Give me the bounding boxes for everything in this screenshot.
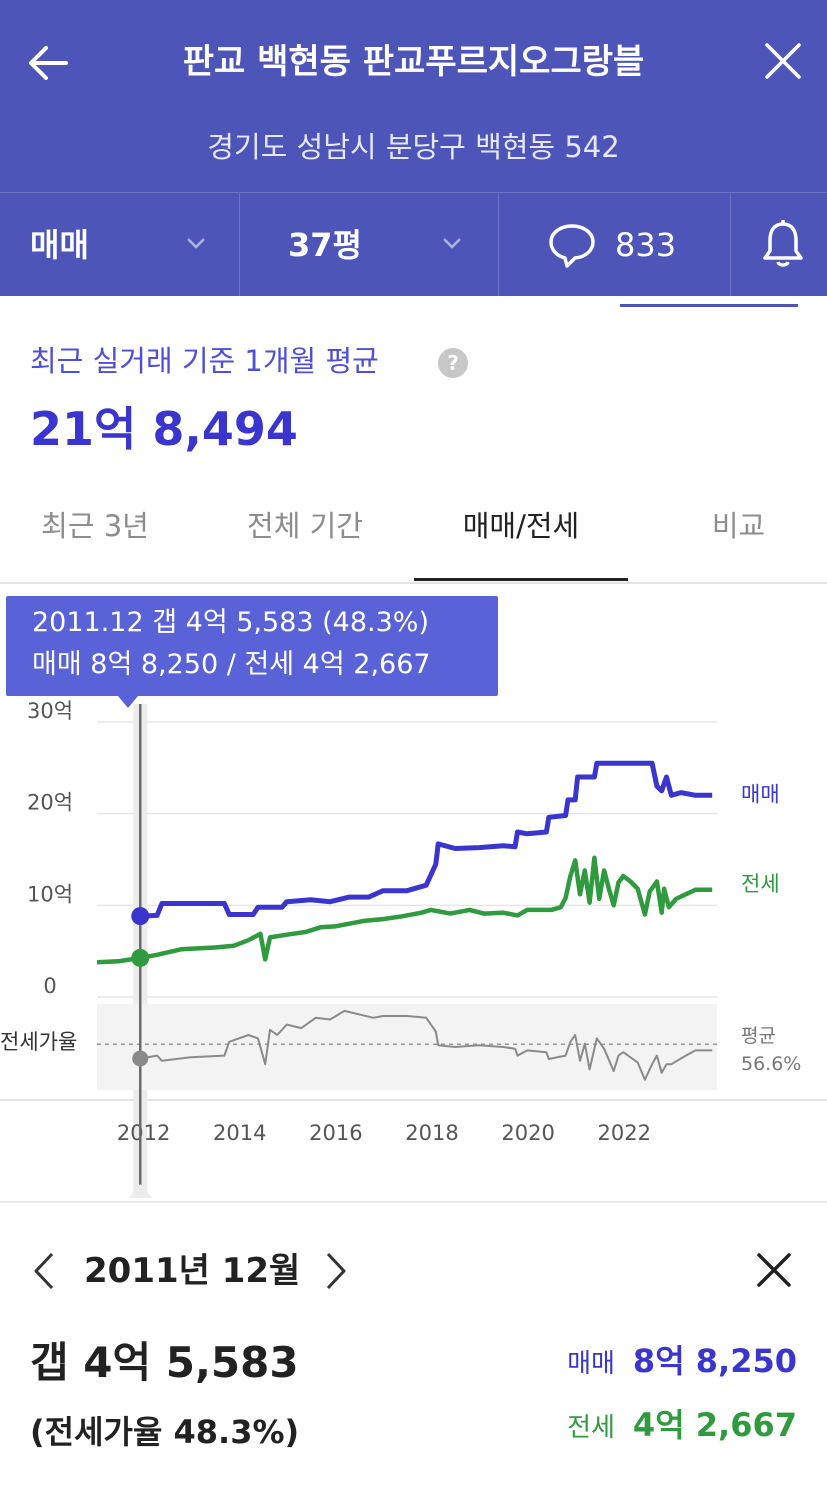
comments-button[interactable]: 833	[499, 193, 731, 297]
period-tabs: 최근 3년 전체 기간 매매/전세 비교	[0, 490, 827, 584]
tooltip-pointer	[118, 696, 138, 708]
chevron-down-icon	[443, 238, 461, 249]
back-arrow-icon[interactable]	[22, 36, 76, 90]
gap-amount: 갭 4억 5,583	[30, 1338, 299, 1387]
help-icon[interactable]: ?	[438, 348, 468, 378]
header: 판교 백현동 판교푸르지오그랑블 경기도 성남시 분당구 백현동 542 매매 …	[0, 0, 827, 297]
alert-button[interactable]	[731, 193, 827, 297]
x-tick-label: 2018	[405, 1121, 458, 1145]
size-select[interactable]: 37평	[240, 193, 499, 297]
chat-bubble-icon	[549, 224, 595, 268]
chevron-down-icon	[187, 238, 205, 249]
x-tick-label: 2012	[117, 1121, 170, 1145]
sale-series-line	[140, 760, 713, 919]
tab-recent-3y[interactable]: 최근 3년	[41, 509, 149, 543]
scroll-indicator	[620, 304, 798, 307]
tooltip-gap: 2011.12 갭 4억 5,583 (48.3%)	[32, 607, 429, 638]
jeonse-series-label: 전세	[741, 872, 780, 896]
sale-series-label: 매매	[741, 782, 780, 806]
y-tick-label: 10억	[27, 882, 73, 906]
deal-type-label: 매매	[30, 226, 89, 264]
ratio-axis-label: 전세가율	[0, 1030, 77, 1054]
tab-sale-jeonse[interactable]: 매매/전세	[414, 490, 628, 581]
sale-value: 8억 8,250	[632, 1342, 797, 1380]
x-tick-label: 2014	[213, 1121, 266, 1145]
jeonse-price-row: 전세 4억 2,667	[567, 1400, 797, 1456]
jeonse-ratio: (전세가율 48.3%)	[30, 1413, 300, 1451]
sale-point-marker	[131, 907, 150, 926]
deal-type-select[interactable]: 매매	[0, 193, 240, 297]
jeonse-label: 전세	[567, 1413, 615, 1443]
sale-price-row: 매매 8억 8,250	[567, 1336, 797, 1392]
ratio-average-label: 평균	[741, 1025, 776, 1047]
tab-all-period[interactable]: 전체 기간	[247, 509, 363, 543]
x-tick-label: 2022	[598, 1121, 651, 1145]
tab-compare[interactable]: 비교	[711, 509, 766, 543]
x-tick-label: 2016	[309, 1121, 362, 1145]
next-month-icon[interactable]	[318, 1248, 354, 1294]
jeonse-point-marker	[131, 948, 150, 967]
address: 경기도 성남시 분당구 백현동 542	[207, 130, 620, 164]
scrub-handle	[128, 1184, 153, 1198]
ratio-band	[97, 1004, 717, 1090]
chart-tooltip: 2011.12 갭 4억 5,583 (48.3%) 매매 8억 8,250 /…	[6, 596, 498, 696]
tooltip-prices: 매매 8억 8,250 / 전세 4억 2,667	[32, 649, 431, 680]
ratio-series-line	[140, 1009, 713, 1081]
summary-price: 21억 8,494	[30, 402, 298, 456]
page-title: 판교 백현동 판교푸르지오그랑블	[182, 42, 645, 82]
bell-icon	[763, 220, 803, 267]
close-icon[interactable]	[758, 36, 808, 86]
summary-label: 최근 실거래 기준 1개월 평균	[30, 344, 379, 378]
ratio-average-value: 56.6%	[741, 1053, 801, 1075]
filter-bar: 매매 37평 833	[0, 192, 827, 297]
y-tick-label: 30억	[27, 699, 73, 723]
jeonse-value: 4억 2,667	[632, 1406, 797, 1444]
close-detail-icon[interactable]	[752, 1248, 796, 1292]
price-chart[interactable]: 30억 20억 10억 0 전세가율 평균 56.6% 2012 2014 2016 2018 202…	[0, 584, 827, 1198]
comment-count: 833	[615, 226, 677, 264]
prev-month-icon[interactable]	[26, 1248, 62, 1294]
divider	[0, 1201, 827, 1203]
x-tick-label: 2020	[501, 1121, 554, 1145]
sale-label: 매매	[567, 1349, 615, 1379]
jeonse-series-line	[96, 855, 713, 965]
ratio-point-marker	[132, 1050, 149, 1067]
detail-month: 2011년 12월	[84, 1251, 301, 1291]
size-label: 37평	[288, 226, 362, 264]
y-tick-label: 20억	[27, 791, 73, 815]
y-tick-label: 0	[43, 974, 56, 998]
